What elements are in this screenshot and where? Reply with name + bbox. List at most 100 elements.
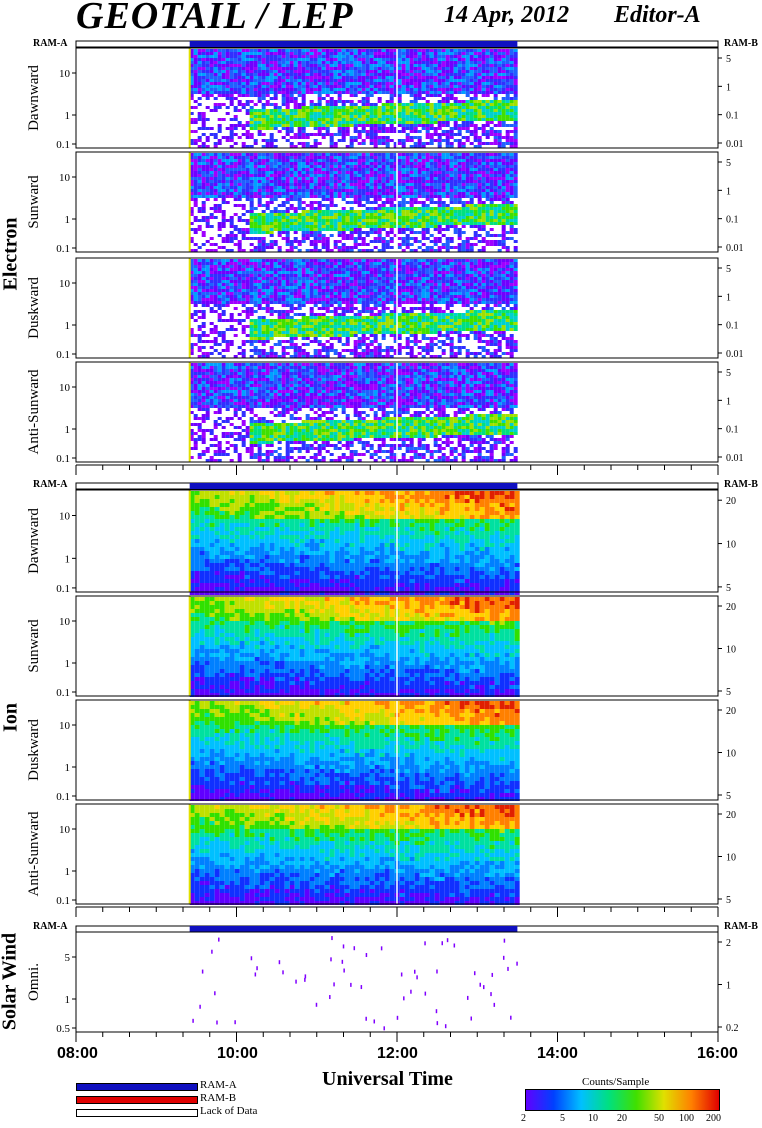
electron-spectrogram-cell [461,112,466,115]
electron-spectrogram-cell [481,271,486,274]
electron-spectrogram-cell [233,55,238,58]
electron-spectrogram-cell [429,67,434,70]
electron-spectrogram-cell [509,213,514,216]
electron-spectrogram-cell [493,94,498,97]
electron-spectrogram-cell [361,130,366,133]
electron-spectrogram-cell [369,156,374,159]
electron-spectrogram-cell [257,171,262,174]
electron-spectrogram-cell [265,91,270,94]
electron-spectrogram-cell [229,259,234,262]
electron-spectrogram-cell [313,168,318,171]
electron-spectrogram-cell [357,88,362,91]
electron-spectrogram-cell [349,73,354,76]
electron-spectrogram-cell [401,145,406,148]
electron-spectrogram-cell [397,130,402,133]
electron-spectrogram-cell [257,76,262,79]
electron-spectrogram-cell [217,225,222,228]
electron-spectrogram-cell [449,192,454,195]
electron-spectrogram-cell [357,237,362,240]
electron-spectrogram-cell [497,162,502,165]
electron-spectrogram-cell [369,55,374,58]
electron-spectrogram-cell [469,103,474,106]
electron-spectrogram-cell [381,109,386,112]
electron-spectrogram-cell [401,171,406,174]
electron-spectrogram-cell [513,115,518,118]
electron-spectrogram-cell [497,189,502,192]
electron-spectrogram-cell [505,216,510,219]
electron-spectrogram-cell [513,121,518,124]
electron-spectrogram-cell [353,174,358,177]
electron-spectrogram-cell [449,94,454,97]
electron-spectrogram-cell [229,268,234,271]
electron-spectrogram-cell [305,121,310,124]
electron-spectrogram-cell [477,103,482,106]
electron-spectrogram-cell [393,207,398,210]
electron-spectrogram-cell [229,67,234,70]
electron-spectrogram-cell [433,240,438,243]
electron-spectrogram-cell [477,162,482,165]
electron-spectrogram-cell [321,268,326,271]
electron-spectrogram-cell [373,73,378,76]
electron-spectrogram-cell [485,121,490,124]
electron-spectrogram-cell [325,156,330,159]
electron-spectrogram-cell [201,183,206,186]
electron-spectrogram-cell [285,58,290,61]
electron-spectrogram-cell [361,115,366,118]
electron-spectrogram-cell [257,192,262,195]
electron-spectrogram-cell [441,213,446,216]
electron-spectrogram-cell [497,58,502,61]
electron-spectrogram-cell [401,88,406,91]
electron-spectrogram-cell [381,85,386,88]
electron-spectrogram-cell [341,130,346,133]
electron-spectrogram-cell [261,274,266,277]
electron-spectrogram-cell [225,249,230,252]
electron-spectrogram-cell [293,106,298,109]
electron-spectrogram-cell [373,103,378,106]
electron-spectrogram-cell [353,49,358,52]
electron-spectrogram-cell [381,49,386,52]
electron-spectrogram-cell [409,106,414,109]
electron-spectrogram-cell [433,265,438,268]
electron-spectrogram-cell [341,219,346,222]
electron-spectrogram-cell [457,246,462,249]
electron-spectrogram-cell [205,162,210,165]
electron-spectrogram-cell [309,88,314,91]
electron-spectrogram-cell [433,192,438,195]
electron-spectrogram-cell [453,139,458,142]
electron-spectrogram-cell [285,130,290,133]
electron-spectrogram-cell [297,213,302,216]
electron-spectrogram-cell [401,240,406,243]
electron-spectrogram-cell [461,82,466,85]
electron-spectrogram-cell [269,180,274,183]
electron-spectrogram-cell [493,177,498,180]
electron-spectrogram-cell [417,85,422,88]
electron-spectrogram-cell [369,195,374,198]
electron-spectrogram-cell [221,91,226,94]
electron-spectrogram-cell [257,112,262,115]
electron-spectrogram-cell [357,265,362,268]
electron-spectrogram-cell [457,82,462,85]
electron-spectrogram-cell [381,228,386,231]
electron-spectrogram-cell [213,145,218,148]
electron-spectrogram-cell [469,82,474,85]
electron-spectrogram-cell [337,73,342,76]
electron-spectrogram-cell [213,91,218,94]
electron-spectrogram-cell [233,259,238,262]
electron-spectrogram-cell [265,52,270,55]
electron-spectrogram-cell [313,271,318,274]
electron-spectrogram-cell [429,183,434,186]
electron-spectrogram-cell [273,67,278,70]
electron-spectrogram-cell [445,195,450,198]
electron-spectrogram-cell [349,174,354,177]
electron-spectrogram-cell [349,183,354,186]
electron-spectrogram-cell [469,100,474,103]
electron-spectrogram-cell [297,109,302,112]
electron-spectrogram-cell [501,91,506,94]
electron-spectrogram-cell [449,222,454,225]
electron-spectrogram-cell [441,121,446,124]
electron-spectrogram-cell [305,162,310,165]
electron-spectrogram-cell [201,88,206,91]
electron-spectrogram-cell [381,204,386,207]
electron-spectrogram-cell [321,174,326,177]
electron-spectrogram-cell [333,165,338,168]
